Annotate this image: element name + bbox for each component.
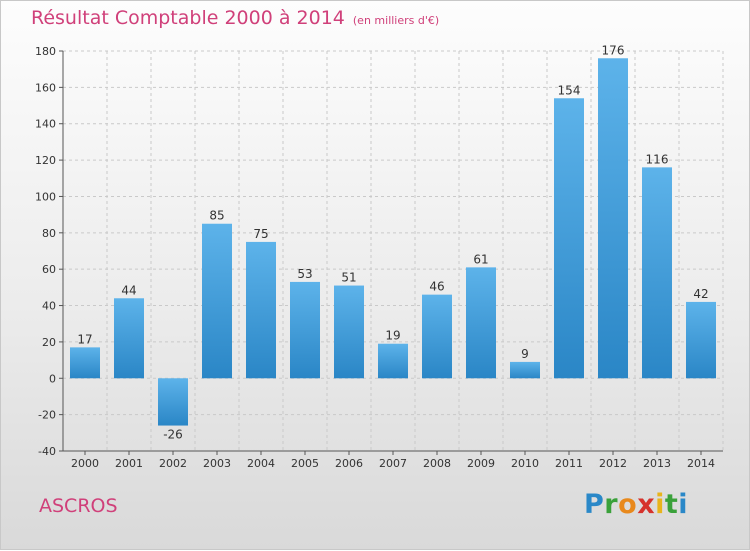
value-label: 9	[521, 347, 529, 361]
value-label: 17	[77, 332, 92, 346]
axes	[59, 50, 723, 455]
x-tick-label: 2005	[291, 457, 319, 470]
y-tick-label: 140	[35, 118, 56, 131]
bar	[642, 167, 672, 379]
x-tick-label: 2008	[423, 457, 451, 470]
title-unit: (en milliers d'€)	[352, 14, 440, 27]
bar	[202, 223, 232, 379]
bar	[554, 98, 584, 379]
value-label: 42	[693, 287, 708, 301]
bar	[686, 301, 716, 379]
value-labels: 17 44 -26 85 75 53 51 19 46 61 9 154 176 116 42	[77, 43, 708, 441]
value-label: 46	[429, 280, 444, 294]
bar	[114, 298, 144, 379]
y-tick-label: -40	[38, 445, 56, 458]
y-tick-label: 40	[42, 300, 56, 313]
value-label: -26	[163, 428, 183, 442]
x-tick-label: 2006	[335, 457, 363, 470]
bar	[466, 267, 496, 379]
logo-letter: i	[655, 489, 665, 520]
bar	[70, 347, 100, 379]
grid-lines	[62, 50, 724, 452]
logo-letter: P	[584, 489, 605, 520]
bar	[334, 285, 364, 379]
x-tick-label: 2000	[71, 457, 99, 470]
value-label: 85	[209, 209, 224, 223]
x-tick-label: 2011	[555, 457, 583, 470]
bar	[598, 58, 628, 379]
y-tick-label: 60	[42, 263, 56, 276]
bar	[422, 294, 452, 379]
value-label: 176	[602, 43, 625, 57]
x-tick-label: 2013	[643, 457, 671, 470]
commune-name: ASCROS	[39, 495, 118, 517]
bars	[70, 58, 716, 426]
value-label: 154	[558, 83, 581, 97]
y-tick-label: -20	[38, 409, 56, 422]
x-tick-label: 2002	[159, 457, 187, 470]
x-tick-label: 2007	[379, 457, 407, 470]
logo-letter: x	[637, 489, 656, 520]
value-label: 53	[297, 267, 312, 281]
bar	[158, 378, 188, 426]
x-tick-label: 2003	[203, 457, 231, 470]
bar	[290, 281, 320, 379]
bar	[378, 343, 408, 379]
y-tick-label: 180	[35, 45, 56, 58]
y-tick-label: 100	[35, 190, 56, 203]
value-label: 19	[385, 329, 400, 343]
x-tick-label: 2010	[511, 457, 539, 470]
x-tick-label: 2012	[599, 457, 627, 470]
y-tick-labels: -40 -20 0 20 40 60 80 100 120 140 160 180	[35, 45, 56, 458]
x-tick-label: 2004	[247, 457, 275, 470]
title-text: Résultat Comptable 2000 à 2014	[31, 7, 345, 29]
value-label: 61	[473, 252, 488, 266]
x-tick-label: 2014	[687, 457, 715, 470]
logo-letter: r	[604, 489, 619, 520]
x-tick-label: 2001	[115, 457, 143, 470]
y-tick-label: 120	[35, 154, 56, 167]
x-tick-label: 2009	[467, 457, 495, 470]
x-tick-labels: 2000 2001 2002 2003 2004 2005 2006 2007 2008 2009…	[71, 457, 715, 470]
value-label: 44	[121, 283, 136, 297]
y-tick-label: 20	[42, 336, 56, 349]
y-tick-label: 0	[49, 372, 56, 385]
y-tick-label: 80	[42, 227, 56, 240]
chart-title: Résultat Comptable 2000 à 2014 (en millie…	[31, 7, 439, 29]
value-label: 116	[646, 152, 669, 166]
logo-letter: i	[678, 489, 689, 520]
value-label: 75	[253, 227, 268, 241]
proxiti-logo: Proxiti	[584, 489, 688, 520]
logo-letter: o	[618, 489, 638, 520]
logo-letter: t	[664, 489, 679, 520]
y-tick-label: 160	[35, 81, 56, 94]
bar	[510, 361, 540, 379]
bar	[246, 241, 276, 379]
value-label: 51	[341, 271, 356, 285]
